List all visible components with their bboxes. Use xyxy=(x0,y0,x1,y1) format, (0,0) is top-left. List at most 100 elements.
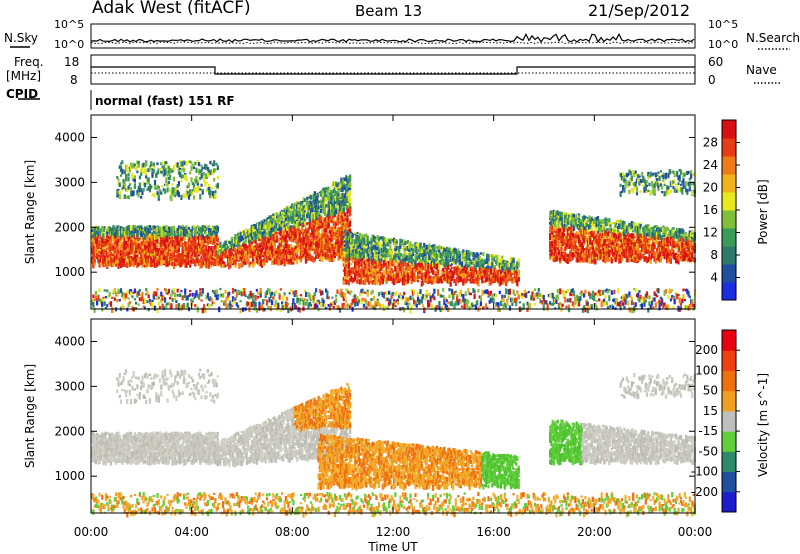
data-cell xyxy=(243,255,245,259)
data-cell xyxy=(130,226,132,231)
data-cell xyxy=(138,164,140,168)
data-cell xyxy=(178,247,180,252)
data-cell xyxy=(203,176,205,181)
data-cell xyxy=(144,169,146,174)
data-cell xyxy=(238,263,240,269)
data-cell xyxy=(232,254,234,256)
freq-unit: [MHz] xyxy=(6,69,41,83)
data-cell xyxy=(150,161,152,165)
data-cell xyxy=(217,166,219,171)
data-cell xyxy=(143,188,145,191)
data-cell xyxy=(192,164,194,166)
beam-title: Beam 13 xyxy=(355,2,422,20)
data-cell xyxy=(167,187,169,192)
data-cell xyxy=(128,239,130,241)
data-cell xyxy=(247,259,249,264)
data-cell xyxy=(154,195,156,197)
data-cell xyxy=(214,193,216,199)
data-cell xyxy=(167,183,169,186)
data-cell xyxy=(209,251,211,253)
data-cell xyxy=(207,167,209,169)
data-cell xyxy=(184,237,186,240)
data-cell xyxy=(130,187,132,191)
data-cell xyxy=(271,221,273,223)
data-cell xyxy=(121,160,123,164)
data-cell xyxy=(251,242,253,245)
data-cell xyxy=(140,172,142,176)
data-cell xyxy=(195,168,197,173)
data-cell xyxy=(227,246,229,249)
data-cell xyxy=(245,261,247,265)
data-cell xyxy=(136,171,138,173)
data-cell xyxy=(128,195,130,199)
data-cell xyxy=(141,246,143,249)
data-cell xyxy=(97,233,99,236)
data-cell xyxy=(217,183,219,189)
data-cell xyxy=(260,244,262,248)
data-cell xyxy=(263,261,265,265)
data-cell xyxy=(180,195,182,200)
data-cell xyxy=(253,262,255,266)
data-cell xyxy=(217,176,219,179)
data-cell xyxy=(217,230,219,232)
data-cell xyxy=(198,164,200,166)
power-data-region xyxy=(91,160,696,313)
data-cell xyxy=(207,172,209,177)
data-cell xyxy=(188,227,190,230)
data-cell xyxy=(114,249,116,253)
data-cell xyxy=(178,192,180,198)
data-cell xyxy=(134,179,136,183)
data-cell xyxy=(182,174,184,178)
data-cell xyxy=(183,193,185,198)
data-cell xyxy=(117,239,119,243)
data-cell xyxy=(97,236,99,240)
data-cell xyxy=(160,192,162,195)
data-cell xyxy=(140,196,142,199)
data-cell xyxy=(179,168,181,170)
data-cell xyxy=(155,245,157,247)
data-cell xyxy=(154,180,156,185)
data-cell xyxy=(199,188,201,190)
data-cell xyxy=(134,225,136,227)
data-cell xyxy=(135,167,137,171)
nsearch-label: N.Search xyxy=(746,31,800,45)
data-cell xyxy=(153,162,155,166)
data-cell xyxy=(126,232,128,236)
data-cell xyxy=(169,174,171,180)
freq-frame xyxy=(91,55,695,84)
data-cell xyxy=(116,176,118,179)
data-cell xyxy=(214,168,216,171)
data-cell xyxy=(164,189,166,194)
data-cell xyxy=(162,162,164,164)
data-cell xyxy=(125,176,127,182)
data-cell xyxy=(250,262,252,265)
data-cell xyxy=(134,183,136,189)
data-cell xyxy=(168,181,170,184)
data-cell xyxy=(139,176,141,180)
data-cell xyxy=(217,252,219,255)
data-cell xyxy=(213,178,215,182)
data-cell xyxy=(138,225,140,227)
data-cell xyxy=(153,169,155,173)
data-cell xyxy=(190,162,192,165)
data-cell xyxy=(117,179,119,181)
data-cell xyxy=(124,250,126,252)
data-cell xyxy=(129,184,131,186)
data-cell xyxy=(124,196,126,199)
data-cell xyxy=(185,176,187,182)
data-cell xyxy=(217,238,219,242)
data-cell xyxy=(202,189,204,191)
data-cell xyxy=(165,177,167,183)
nave-tick-top: 60 xyxy=(708,55,723,69)
data-cell xyxy=(209,190,211,196)
nsky-panel: N.Sky 10^5 10^0 10^5 10^0 N.Search xyxy=(4,18,800,51)
data-cell xyxy=(172,183,174,186)
data-cell xyxy=(134,175,136,179)
data-cell xyxy=(203,247,205,250)
data-cell xyxy=(173,177,175,182)
freq-panel: Freq. [MHz] 18 8 60 0 Nave xyxy=(6,55,780,87)
data-cell xyxy=(163,260,165,264)
data-cell xyxy=(194,162,196,166)
data-cell xyxy=(188,183,190,188)
